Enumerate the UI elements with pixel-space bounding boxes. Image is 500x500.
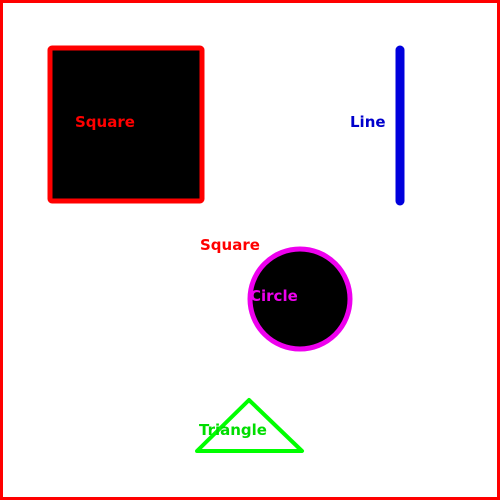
square-shape — [50, 48, 202, 201]
circle-label: Circle — [250, 287, 298, 305]
circle-shape — [250, 249, 350, 349]
square-label: Square — [75, 113, 135, 131]
line-shape-group: Line — [350, 45, 405, 206]
triangle-label: Triangle — [199, 421, 267, 439]
square-shape-group: Square — [47, 45, 205, 204]
triangle-shape — [197, 400, 302, 451]
square-outline — [47, 45, 205, 204]
circle-shape-group: Circle — [247, 246, 353, 352]
line-label: Line — [350, 113, 386, 131]
triangle-shape-group: Triangle — [195, 398, 304, 453]
triangle-outline — [195, 398, 304, 453]
circle-outline — [247, 246, 353, 352]
floating-square-label: Square — [200, 236, 260, 254]
